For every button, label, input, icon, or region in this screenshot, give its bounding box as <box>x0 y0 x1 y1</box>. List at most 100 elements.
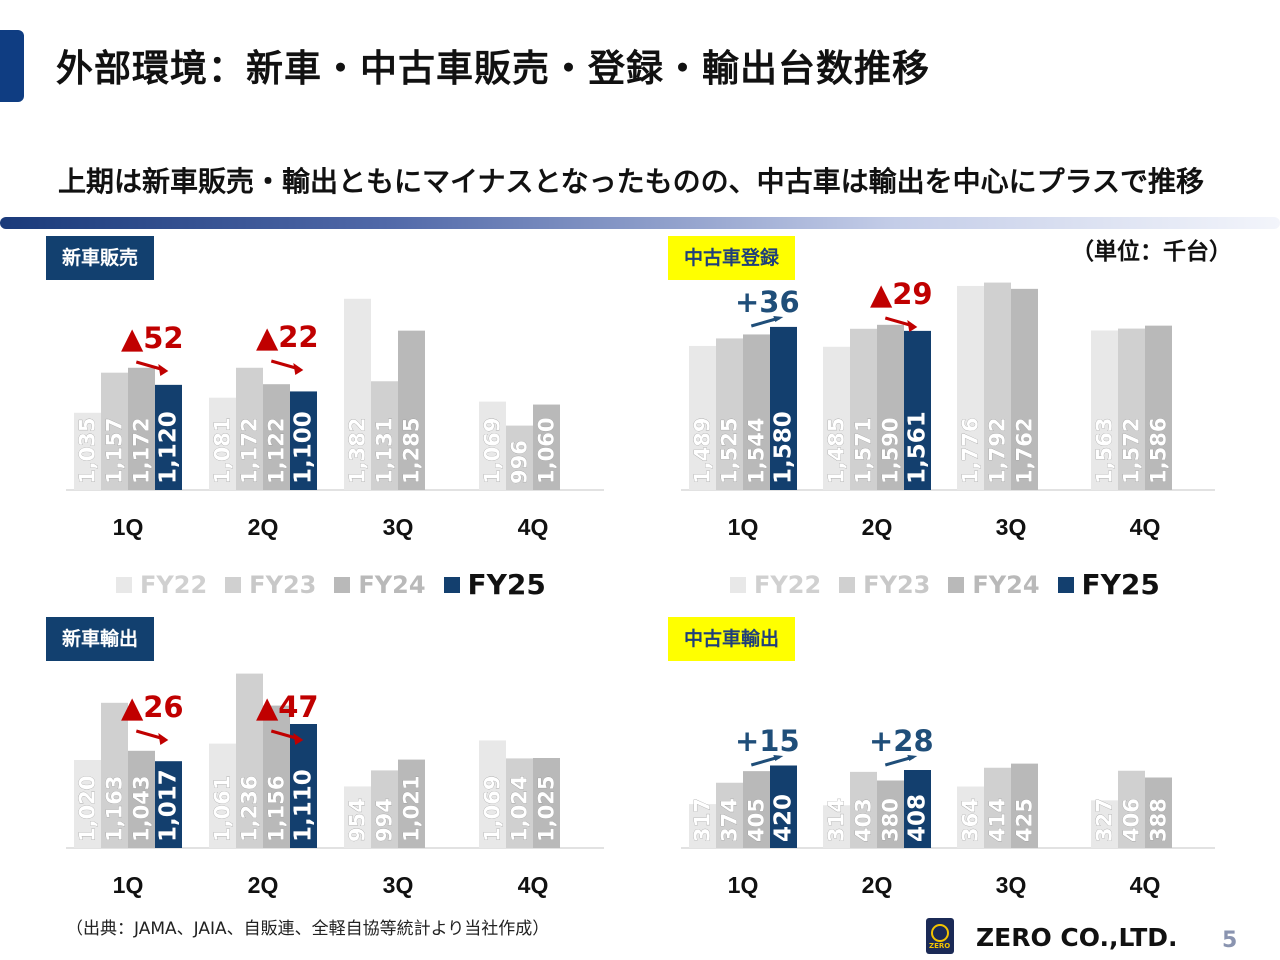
legend-label: FY25 <box>467 568 546 601</box>
bar-fy25-1q <box>770 326 797 490</box>
value-label: 405 <box>745 798 769 842</box>
bar-fy25-1q <box>770 765 797 848</box>
change-annotation: +15 <box>735 724 800 758</box>
bar-fy24-2q <box>263 384 290 490</box>
change-annotation: +28 <box>869 724 934 758</box>
legend-item-fy24: FY24 <box>334 570 426 599</box>
category-label: 3Q <box>383 872 414 898</box>
value-label: 1,060 <box>535 418 559 484</box>
value-label: 1,131 <box>373 418 397 484</box>
legend-left: FY22 FY23 FY24 FY25 <box>116 568 546 601</box>
value-label: 1,525 <box>718 418 742 484</box>
value-label: 1,172 <box>238 418 262 484</box>
value-label: 1,156 <box>265 776 289 842</box>
legend-label: FY24 <box>358 570 426 599</box>
bar-fy22-2q <box>823 346 850 490</box>
trend-arrowhead-icon <box>293 363 304 375</box>
value-label: 364 <box>959 798 983 842</box>
value-label: 1,043 <box>130 776 154 842</box>
value-label: 1,563 <box>1093 418 1117 484</box>
value-label: 408 <box>905 794 931 842</box>
value-label: 317 <box>691 798 715 842</box>
bar-fy23-1q <box>716 782 743 848</box>
value-label: 1,586 <box>1147 418 1171 484</box>
value-label: 996 <box>508 440 532 484</box>
bar-fy24-2q <box>877 780 904 848</box>
change-annotation: ▲52 <box>121 321 184 355</box>
bar-fy22-1q <box>689 804 716 848</box>
bar-fy24-1q <box>128 750 155 848</box>
value-label: 1,172 <box>130 418 154 484</box>
bar-fy23-2q <box>850 771 877 848</box>
bar-fy23-2q <box>850 328 877 490</box>
value-label: 425 <box>1013 798 1037 842</box>
value-label: 1,382 <box>346 418 370 484</box>
value-label: 1,571 <box>852 418 876 484</box>
bar-fy23-2q <box>236 673 263 848</box>
trend-arrowhead-icon <box>773 755 784 761</box>
bar-fy24-4q <box>533 758 560 848</box>
value-label: 1,020 <box>76 776 100 842</box>
legend-item-fy22: FY22 <box>116 571 207 599</box>
legend-item-fy25: FY25 <box>443 568 546 601</box>
bar-fy24-3q <box>398 759 425 848</box>
page-number: 5 <box>1222 928 1238 953</box>
bar-fy24-2q <box>263 705 290 848</box>
category-label: 4Q <box>1130 514 1161 540</box>
value-label: 374 <box>718 798 742 842</box>
bar-fy24-2q <box>877 324 904 490</box>
change-annotation: ▲29 <box>870 277 933 311</box>
category-label: 4Q <box>1130 872 1161 898</box>
value-label: 1,776 <box>959 418 983 484</box>
legend-item-fy25: FY25 <box>1057 568 1160 601</box>
bar-fy23-1q <box>716 338 743 490</box>
legend-label: FY22 <box>140 570 208 599</box>
value-label: 1,590 <box>879 418 903 484</box>
bar-fy22-4q <box>1091 330 1118 490</box>
bar-fy24-3q <box>1011 763 1038 848</box>
legend-item-fy23: FY23 <box>839 571 930 599</box>
value-label: 1,544 <box>745 418 769 484</box>
category-label: 1Q <box>113 514 144 540</box>
value-label: 380 <box>879 798 903 842</box>
legend-label: FY23 <box>863 570 931 599</box>
bar-fy25-2q <box>904 770 931 848</box>
bar-fy24-3q <box>1011 288 1038 490</box>
trend-arrowhead-icon <box>907 320 918 332</box>
trend-arrowhead-icon <box>158 733 169 745</box>
value-label: 1,025 <box>535 776 559 842</box>
bar-fy23-4q <box>506 425 533 490</box>
value-label: 1,100 <box>291 411 317 484</box>
legend-swatch <box>1057 576 1074 593</box>
bar-fy22-1q <box>74 760 101 848</box>
trend-arrowhead-icon <box>907 755 918 761</box>
change-annotation: +36 <box>735 285 800 319</box>
logo-ring-icon <box>931 924 949 942</box>
company-name: ZERO CO.,LTD. <box>976 923 1178 952</box>
category-label: 3Q <box>996 514 1027 540</box>
legend-item-fy24: FY24 <box>948 571 1040 599</box>
chart-tag-used-car-registration: 中古車登録 <box>668 236 796 280</box>
value-label: 1,572 <box>1120 418 1144 484</box>
category-label: 2Q <box>862 872 893 898</box>
value-label: 1,035 <box>76 418 100 484</box>
bar-fy23-2q <box>236 367 263 490</box>
bar-fy23-1q <box>101 702 128 848</box>
bar-fy22-3q <box>344 298 371 490</box>
value-label: 1,157 <box>103 418 127 484</box>
legend-item-fy22: FY22 <box>730 571 821 599</box>
bar-fy22-2q <box>209 397 236 490</box>
legend-right: FY22 FY23 FY24 FY25 <box>730 568 1160 601</box>
chart-tag-new-car-sales: 新車販売 <box>46 236 155 280</box>
value-label: 954 <box>346 798 370 842</box>
value-label: 1,069 <box>481 418 505 484</box>
bar-fy24-4q <box>1145 777 1172 848</box>
bar-fy23-3q <box>371 381 398 490</box>
value-label: 1,081 <box>211 418 235 484</box>
company-logo: ZERO <box>926 918 954 954</box>
legend-label: FY23 <box>249 570 317 599</box>
legend-item-fy23: FY23 <box>225 571 316 599</box>
value-label: 1,120 <box>156 411 182 484</box>
